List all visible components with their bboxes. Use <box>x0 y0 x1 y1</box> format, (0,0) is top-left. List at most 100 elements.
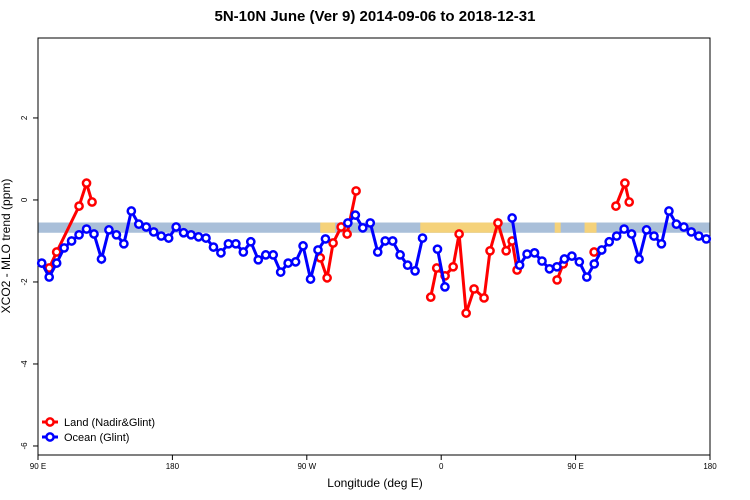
data-point <box>365 218 376 228</box>
data-point <box>44 272 55 282</box>
data-point <box>693 231 704 241</box>
data-point <box>223 238 234 249</box>
data-point <box>51 247 62 257</box>
y-tick-label: 2 <box>20 115 29 120</box>
y-axis-label: XCO2 - MLO trend (ppm) <box>0 179 13 314</box>
data-point <box>275 267 286 277</box>
y-tick-label: 0 <box>20 197 29 202</box>
data-point <box>156 231 167 241</box>
data-point <box>328 238 338 248</box>
data-point <box>679 222 689 232</box>
data-point <box>74 201 84 211</box>
data-point <box>567 251 577 261</box>
data-point <box>410 266 420 276</box>
data-point <box>656 238 667 249</box>
data-point <box>619 224 629 234</box>
data-point <box>479 293 489 303</box>
land-span <box>584 222 597 233</box>
x-tick-label: 0 <box>439 462 444 471</box>
data-point <box>81 178 92 189</box>
data-point <box>201 233 211 243</box>
data-point <box>111 229 122 240</box>
data-point <box>193 232 204 242</box>
data-point <box>357 222 368 233</box>
data-point <box>552 275 562 285</box>
data-point <box>313 245 323 255</box>
data-point <box>342 229 352 239</box>
data-point <box>126 206 137 216</box>
data-point <box>589 247 599 257</box>
data-point <box>216 248 226 258</box>
land-span <box>554 222 561 233</box>
data-point <box>59 243 69 253</box>
data-point <box>581 272 592 282</box>
data-point <box>253 254 264 265</box>
data-point <box>320 234 331 244</box>
data-point <box>260 250 271 260</box>
data-point <box>208 242 219 252</box>
data-point <box>425 292 436 302</box>
data-point <box>36 258 47 268</box>
plot-frame <box>37 37 711 456</box>
land-span <box>320 222 336 233</box>
y-tick-label: -4 <box>20 360 29 368</box>
data-point <box>596 245 607 255</box>
data-point <box>133 219 144 230</box>
data-point <box>589 259 600 269</box>
data-point <box>611 201 621 211</box>
x-tick-label: 180 <box>703 462 717 471</box>
legend-label: Ocean (Glint) <box>64 432 129 444</box>
x-tick-label: 180 <box>166 462 180 471</box>
data-point <box>268 250 279 260</box>
chart-title: 5N-10N June (Ver 9) 2014-09-06 to 2018-1… <box>214 8 535 25</box>
x-tick-label: 90 E <box>567 462 583 471</box>
data-point <box>283 258 293 268</box>
data-point <box>336 222 346 232</box>
data-point <box>351 186 361 196</box>
land-span <box>420 222 501 233</box>
data-point <box>395 250 405 260</box>
data-point <box>141 222 152 232</box>
data-point <box>671 219 682 230</box>
data-point <box>89 229 99 239</box>
data-point <box>87 197 97 207</box>
data-point <box>522 249 532 259</box>
data-point <box>485 245 495 256</box>
data-point <box>664 206 674 216</box>
data-point <box>163 233 174 243</box>
y-tick-label: -2 <box>20 278 29 286</box>
data-point <box>66 236 77 246</box>
data-point <box>649 231 659 241</box>
data-point <box>402 260 413 271</box>
data-point <box>81 224 92 234</box>
data-point <box>178 227 189 238</box>
data-point <box>51 258 62 268</box>
data-point <box>119 238 129 249</box>
legend-marker <box>45 417 55 427</box>
data-point <box>514 260 525 271</box>
data-point <box>186 229 196 240</box>
x-tick-label: 90 E <box>30 462 46 471</box>
data-point <box>432 244 443 255</box>
data-point <box>231 238 241 249</box>
data-point <box>417 233 428 243</box>
data-point <box>559 254 570 264</box>
data-point <box>74 229 84 240</box>
data-point <box>620 178 630 189</box>
data-point <box>686 227 697 237</box>
y-tick-label: -6 <box>20 442 29 450</box>
data-point <box>343 218 353 228</box>
data-point <box>701 234 712 244</box>
data-point <box>469 284 479 294</box>
series-line <box>429 217 519 314</box>
data-point <box>461 308 471 318</box>
data-point <box>501 245 512 256</box>
data-point <box>454 229 464 239</box>
data-point <box>245 236 256 247</box>
data-point <box>448 261 458 272</box>
data-point <box>298 241 308 251</box>
legend-marker <box>45 432 55 442</box>
data-point <box>552 261 562 272</box>
data-point <box>238 247 249 257</box>
